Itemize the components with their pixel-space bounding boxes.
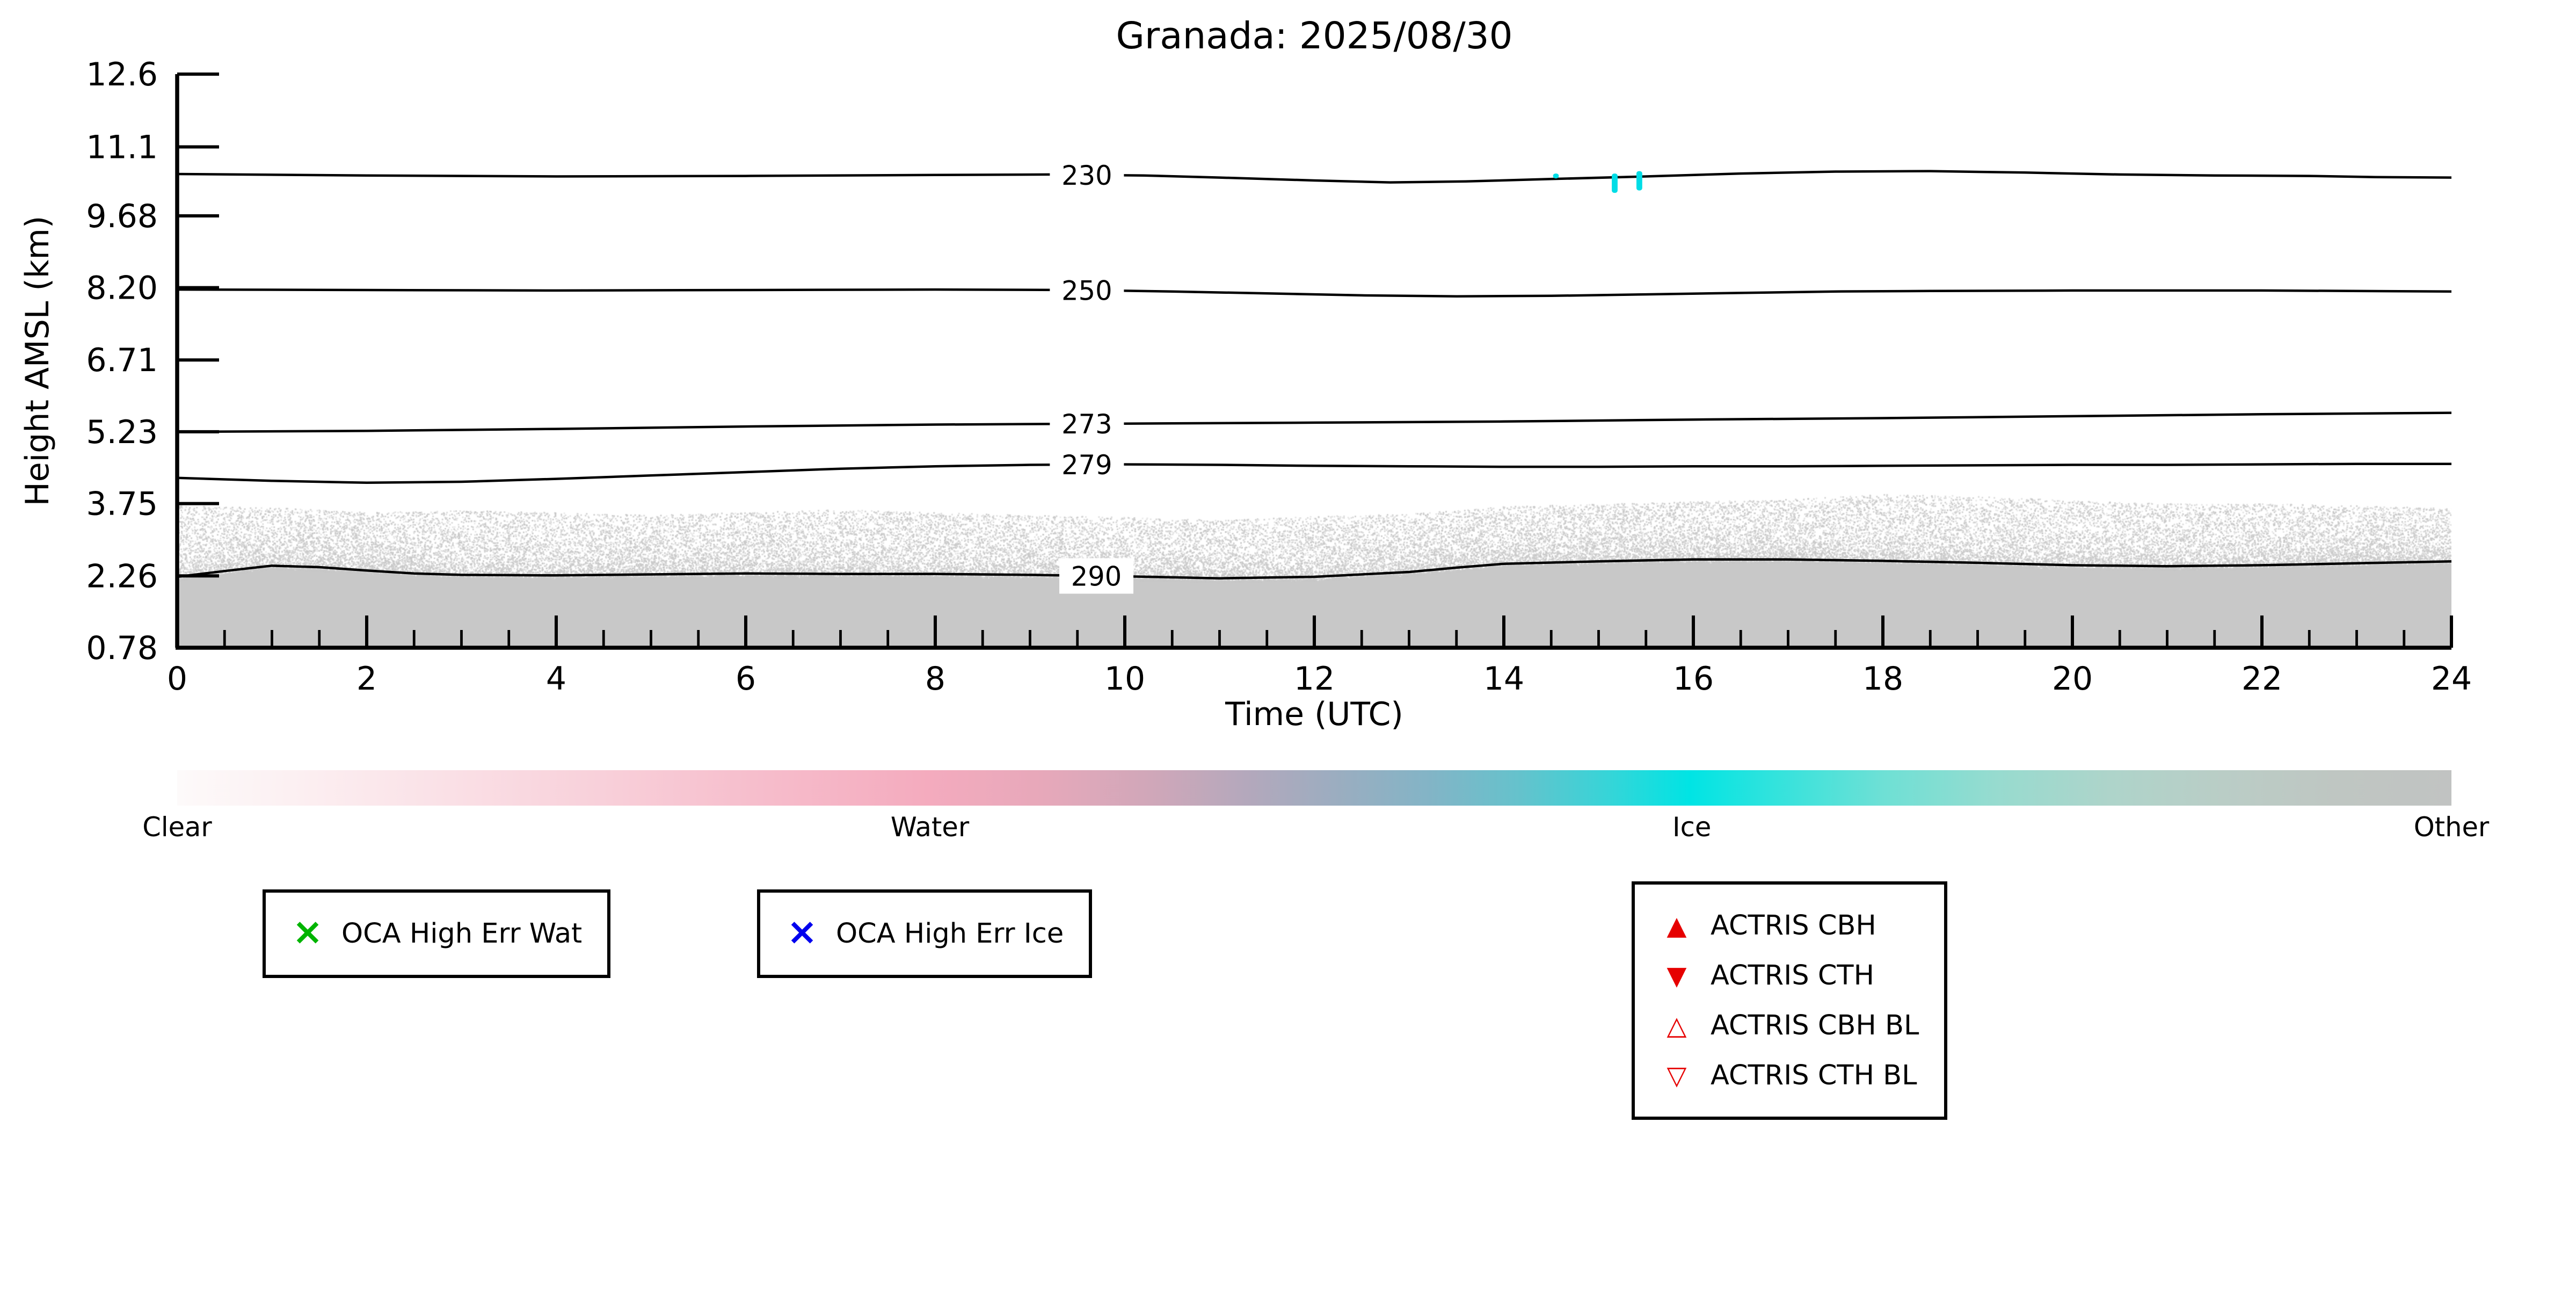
contour-label-bg xyxy=(1050,272,1124,308)
y-tick-label: 8.20 xyxy=(86,270,158,307)
colorbar-label-clear: Clear xyxy=(142,812,212,843)
legend-label: ACTRIS CBH xyxy=(1711,909,1876,942)
x-tick-label: 14 xyxy=(1483,660,1524,698)
x-tick-label: 12 xyxy=(1294,660,1335,698)
isotherm-line xyxy=(177,411,2452,433)
legend-item: △ ACTRIS CBH BL xyxy=(1661,1001,1919,1051)
y-tick-label: 2.26 xyxy=(86,557,158,595)
legend-item: ▼ ACTRIS CTH xyxy=(1661,951,1919,1001)
isotherm-line xyxy=(177,558,2452,580)
x-tick-label: 20 xyxy=(2052,660,2093,698)
x-tick-label: 8 xyxy=(925,660,945,698)
x-tick-label: 10 xyxy=(1104,660,1145,698)
y-tick-label: 0.78 xyxy=(86,629,158,667)
y-tick-label: 11.1 xyxy=(86,129,158,166)
contour-label: 250 xyxy=(1061,275,1112,306)
contour-label-bg xyxy=(1050,446,1124,482)
colorbar-label-other: Other xyxy=(2413,812,2490,843)
triangle-up-filled-icon: ▲ xyxy=(1667,909,1687,940)
legend-label: ACTRIS CBH BL xyxy=(1711,1009,1919,1042)
legend-item: × OCA High Err Wat xyxy=(292,909,582,959)
isotherm-line xyxy=(177,288,2452,298)
x-axis-label: Time (UTC) xyxy=(1225,696,1403,733)
x-tick-label: 18 xyxy=(1862,660,1903,698)
ice-streak xyxy=(1612,173,1618,193)
legend-item: ▲ ACTRIS CBH xyxy=(1661,901,1919,951)
aerosol-speckle-layer xyxy=(177,74,2451,648)
x-marker-icon: × xyxy=(292,912,323,954)
contour-label: 279 xyxy=(1061,450,1112,481)
y-tick-label: 12.6 xyxy=(86,56,158,93)
y-tick-label: 6.71 xyxy=(86,342,158,379)
x-tick-label: 6 xyxy=(736,660,756,698)
legend-box-actris: ▲ ACTRIS CBH ▼ ACTRIS CTH △ ACTRIS CBH BL ▽ ACT… xyxy=(1632,881,1948,1120)
ice-detections xyxy=(1553,171,1642,193)
isotherm-line xyxy=(177,462,2451,484)
isotherm-line xyxy=(177,170,2452,184)
colorbar-label-ice: Ice xyxy=(1672,812,1712,843)
triangle-up-open-icon: △ xyxy=(1667,1009,1687,1040)
x-tick-label: 24 xyxy=(2431,660,2472,698)
legend-box-oca-ice: × OCA High Err Ice xyxy=(757,889,1093,978)
chart-title: Granada: 2025/08/30 xyxy=(1116,15,1512,57)
legend-label: OCA High Err Wat xyxy=(341,917,583,950)
colorbar-gradient xyxy=(177,770,2451,806)
contour-label: 230 xyxy=(1061,160,1112,191)
ice-streak xyxy=(1553,173,1559,179)
contour-label: 273 xyxy=(1061,409,1112,440)
triangle-down-open-icon: ▽ xyxy=(1667,1059,1687,1090)
colorbar-label-water: Water xyxy=(890,812,970,843)
contour-lines xyxy=(177,170,2452,580)
y-axis-label: Height AMSL (km) xyxy=(19,216,56,506)
triangle-down-filled-icon: ▼ xyxy=(1667,959,1687,990)
x-tick-label: 2 xyxy=(356,660,377,698)
legend-label: ACTRIS CTH BL xyxy=(1711,1059,1917,1092)
legend-item: ▽ ACTRIS CTH BL xyxy=(1661,1051,1919,1100)
contour-labels: 230 250 273 279 290 xyxy=(1050,157,1134,594)
x-tick-label: 22 xyxy=(2242,660,2282,698)
contour-label-bg xyxy=(1059,558,1134,594)
legend-label: ACTRIS CTH xyxy=(1711,959,1874,992)
x-tick-label: 0 xyxy=(167,660,187,698)
x-tick-label: 16 xyxy=(1673,660,1714,698)
contour-label-bg xyxy=(1050,405,1124,441)
time-height-plot: Granada: 2025/08/30 Height AMSL (km) Tim… xyxy=(19,15,2472,733)
legend-box-oca-wat: × OCA High Err Wat xyxy=(263,889,612,978)
contour-label-bg xyxy=(1050,157,1124,193)
legend-label: OCA High Err Ice xyxy=(836,917,1064,950)
y-tick-label: 3.75 xyxy=(86,486,158,523)
x-marker-icon: × xyxy=(787,912,818,954)
y-tick-label: 5.23 xyxy=(86,414,158,451)
x-tick-label: 4 xyxy=(546,660,566,698)
colorbar-labels: Clear Water Ice Other xyxy=(142,812,2489,848)
contour-label: 290 xyxy=(1071,561,1122,592)
ice-streak xyxy=(1636,171,1642,191)
legend-item: × OCA High Err Ice xyxy=(786,909,1064,959)
y-tick-label: 9.68 xyxy=(86,198,158,235)
axes: 0 2 4 6 8 10 12 14 16 18 20 22 240.782.263.755.236.7… xyxy=(86,56,2472,698)
